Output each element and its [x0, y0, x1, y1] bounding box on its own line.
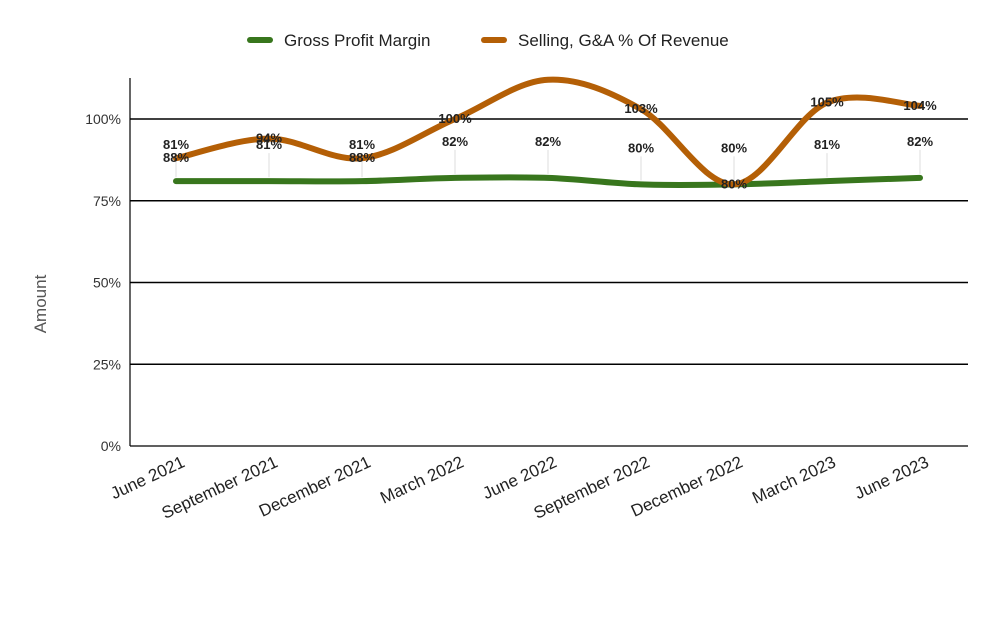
y-tick-label: 50% [93, 275, 121, 291]
data-label: 82% [907, 134, 933, 149]
data-label: 80% [628, 140, 654, 155]
data-label: 82% [442, 134, 468, 149]
gridlines [129, 78, 968, 447]
data-label: 88% [349, 150, 375, 165]
y-tick-label: 25% [93, 356, 121, 372]
series-lines [173, 76, 923, 189]
data-labels: 81% 81% 81% 82% 82% 80% 80% 81% 82% 88% 94% 88% 100%… [163, 95, 937, 192]
y-tick-label: 75% [93, 193, 121, 209]
data-label: 81% [163, 137, 189, 152]
data-label: 103% [624, 101, 658, 116]
legend: Gross Profit Margin Selling, G&A % Of Rev… [247, 31, 729, 50]
data-label: 94% [256, 131, 282, 146]
data-label: 80% [721, 140, 747, 155]
series-line-gross-profit-margin [173, 174, 923, 189]
series-line-selling-ga [173, 76, 923, 188]
data-label: 88% [163, 150, 189, 165]
x-tick-label: March 2023 [749, 452, 838, 507]
y-tick-label: 100% [85, 111, 121, 127]
x-tick-label: June 2022 [480, 452, 560, 503]
data-label: 81% [349, 137, 375, 152]
data-label: 81% [256, 137, 282, 152]
legend-label: Selling, G&A % Of Revenue [518, 31, 729, 50]
x-tick-label: June 2021 [108, 452, 188, 503]
y-axis-title: Amount [31, 274, 50, 333]
data-label: 100% [438, 111, 472, 126]
y-axis-ticks: 0% 25% 50% 75% 100% [85, 111, 121, 454]
data-label: 82% [535, 134, 561, 149]
y-tick-label: 0% [101, 438, 121, 454]
data-label: 81% [814, 137, 840, 152]
x-tick-label: March 2022 [377, 452, 466, 507]
data-label: 104% [903, 98, 937, 113]
data-label: 105% [810, 95, 844, 110]
legend-label: Gross Profit Margin [284, 31, 430, 50]
data-label: 80% [721, 176, 747, 191]
x-tick-label: June 2023 [852, 452, 932, 503]
